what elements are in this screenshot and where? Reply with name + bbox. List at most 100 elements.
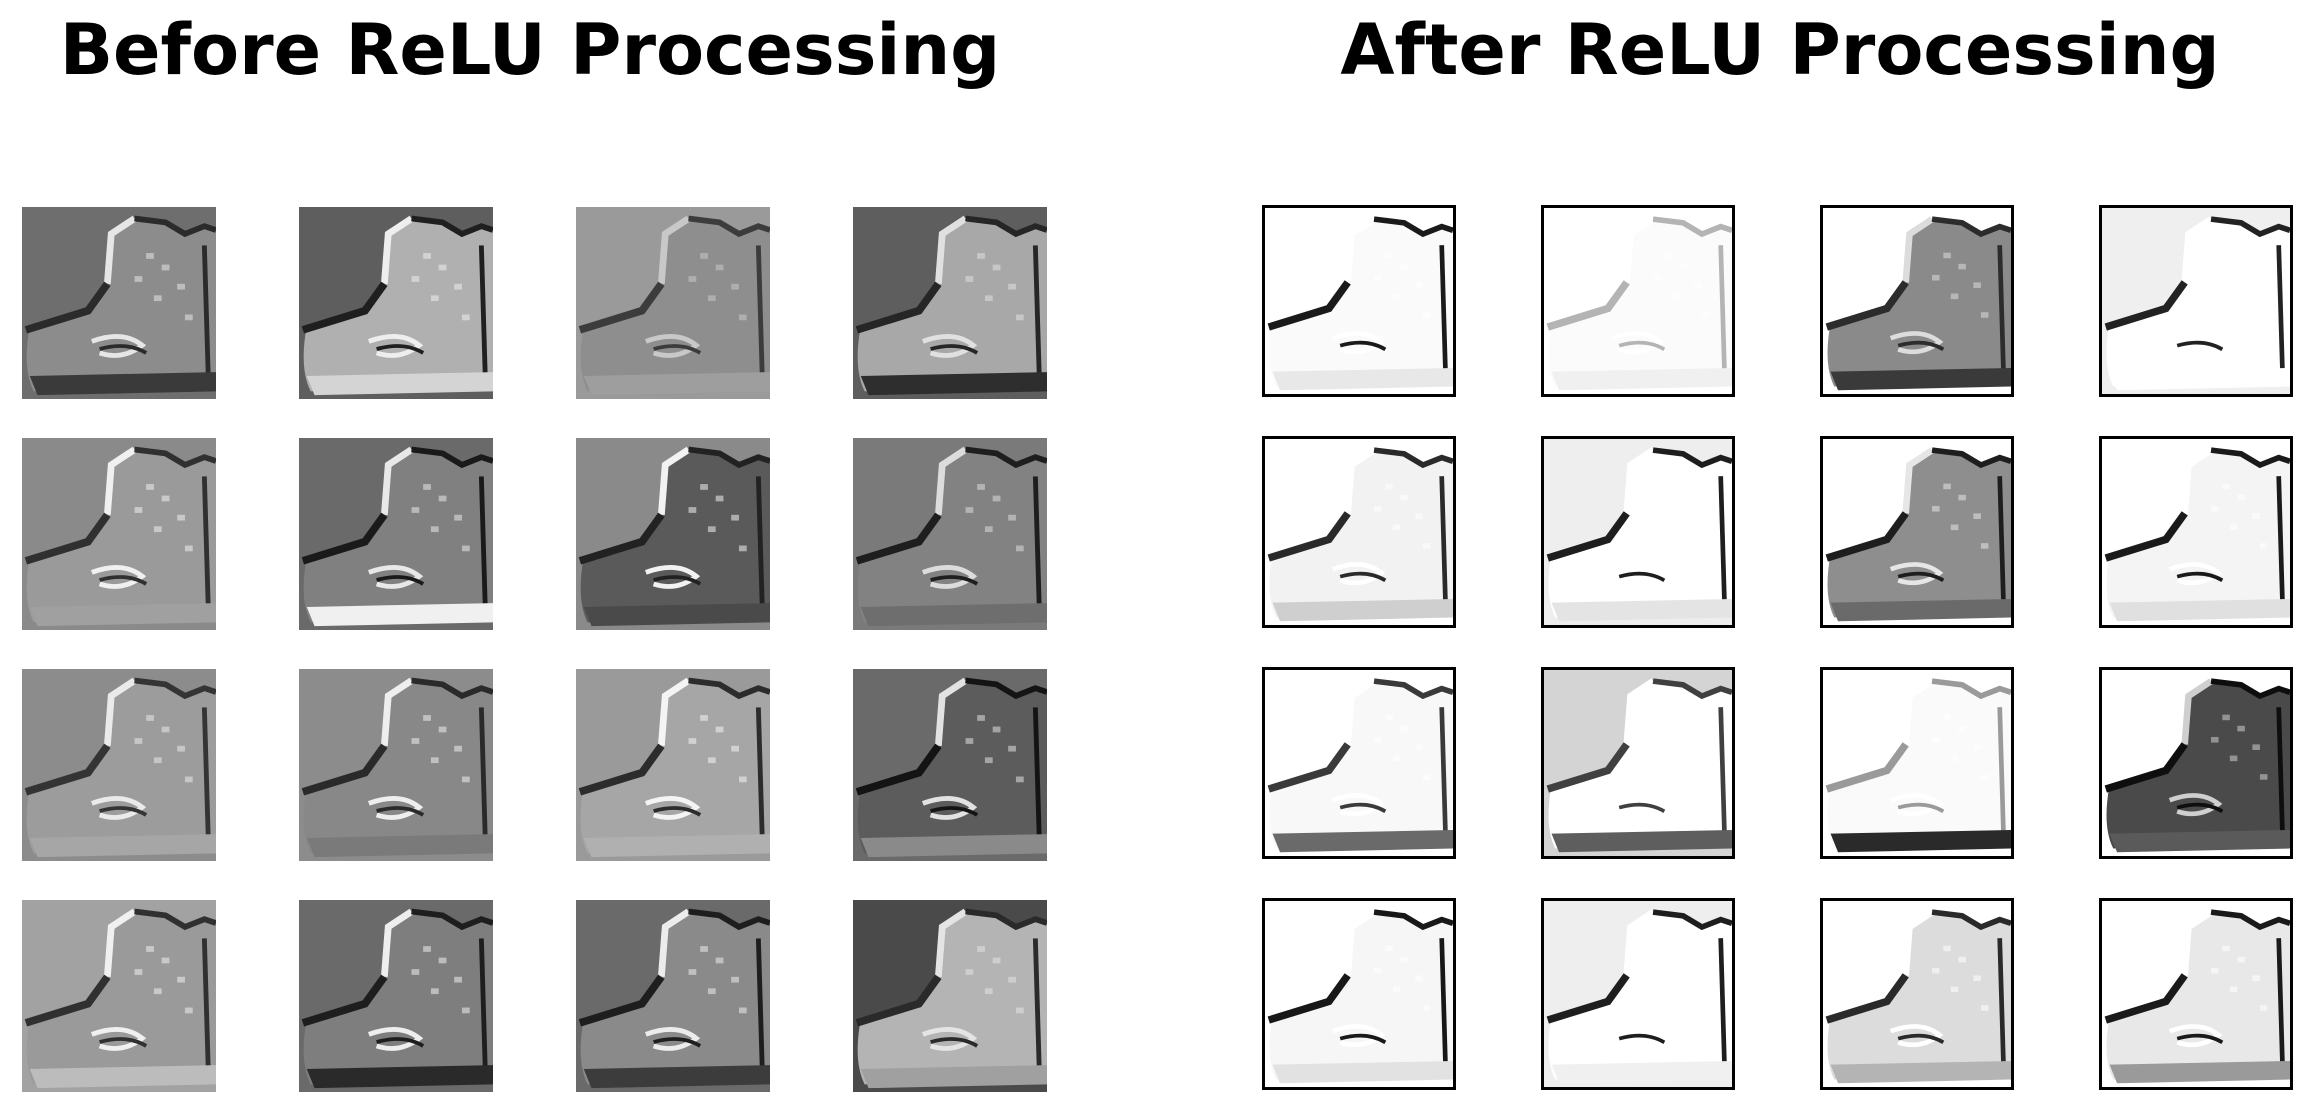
- boot-body-shape: [303, 218, 493, 392]
- shaft-edge-light: [2181, 447, 2213, 514]
- boot-body-shape: [1827, 681, 2011, 849]
- texture-pixel: [1958, 263, 1966, 270]
- texture-pixel: [1932, 505, 1940, 512]
- boot-feature-map-image: [299, 900, 493, 1092]
- strap-shadow: [653, 344, 702, 355]
- heel-edge: [1997, 476, 2006, 603]
- instep-edge-dark: [2104, 742, 2188, 793]
- texture-pixel: [411, 507, 420, 513]
- texture-pixel: [1008, 745, 1016, 752]
- texture-pixel: [977, 253, 985, 259]
- strap-shadow: [1618, 802, 1666, 813]
- strap-shadow: [2176, 1033, 2224, 1044]
- after-relu-feature-map-r4-c2: [1541, 898, 1735, 1090]
- texture-pixel: [2259, 1005, 2268, 1011]
- sole-band: [306, 834, 493, 858]
- boot-body-shape: [1269, 681, 1453, 849]
- after-relu-feature-map-r3-c1: [1262, 667, 1456, 859]
- texture-pixel: [2259, 774, 2268, 780]
- boot-feature-map-image: [299, 207, 493, 399]
- boot-feature-map-image: [1823, 439, 2011, 625]
- collar-edge: [1931, 909, 2011, 931]
- shaft-edge-light: [1623, 909, 1655, 976]
- boot-body-shape: [303, 680, 493, 854]
- texture-pixel: [1932, 736, 1940, 743]
- texture-pixel: [177, 976, 185, 983]
- boot-feature-map-image: [1265, 670, 1453, 856]
- strap-shadow: [1897, 571, 1945, 582]
- shaft-edge-light: [2181, 678, 2213, 745]
- boot-feature-map-image: [22, 900, 216, 1092]
- sole-band: [860, 1065, 1047, 1089]
- texture-pixel: [2252, 975, 2260, 981]
- boot-body-shape: [857, 680, 1047, 854]
- texture-pixel: [731, 745, 739, 752]
- texture-pixel: [2252, 282, 2260, 288]
- texture-pixel: [177, 514, 185, 521]
- shaft-edge-light: [380, 215, 414, 285]
- strap-shadow: [2176, 802, 2224, 813]
- texture-pixel: [992, 264, 1001, 271]
- before-relu-feature-map-r3-c3: [576, 669, 770, 861]
- heel-edge: [1718, 707, 1727, 834]
- texture-pixel: [146, 715, 154, 721]
- before-relu-feature-map-r1-c1: [22, 207, 216, 399]
- texture-pixel: [430, 295, 439, 302]
- texture-pixel: [1653, 505, 1661, 512]
- texture-pixel: [977, 715, 985, 721]
- texture-pixel: [1392, 524, 1401, 531]
- shaft-edge-light: [657, 446, 691, 516]
- after-relu-feature-map-r4-c1: [1262, 898, 1456, 1090]
- sole-band: [1551, 367, 1732, 391]
- heel-edge: [1997, 245, 2006, 372]
- collar-edge: [1373, 678, 1453, 700]
- texture-pixel: [715, 495, 724, 502]
- texture-pixel: [1653, 736, 1661, 743]
- shaft-edge-light: [380, 908, 414, 978]
- strap-shadow: [99, 1037, 148, 1048]
- texture-pixel: [1653, 274, 1661, 281]
- texture-pixel: [1701, 1005, 1710, 1011]
- texture-pixel: [992, 957, 1001, 964]
- shaft-edge-light: [103, 446, 137, 516]
- texture-pixel: [1400, 494, 1408, 501]
- shaft-edge-light: [1344, 678, 1376, 745]
- texture-pixel: [700, 715, 708, 721]
- boot-body-shape: [580, 680, 770, 854]
- strap-shadow: [930, 344, 979, 355]
- boot-feature-map-image: [1823, 901, 2011, 1087]
- before-relu-feature-map-r4-c4: [853, 900, 1047, 1092]
- sole-band: [1272, 829, 1453, 853]
- sole-band: [2109, 367, 2290, 391]
- heel-edge: [1439, 245, 1448, 372]
- texture-pixel: [738, 314, 747, 321]
- boot-body-shape: [303, 449, 493, 623]
- texture-pixel: [153, 988, 162, 995]
- heel-edge: [2276, 707, 2285, 834]
- texture-pixel: [984, 988, 993, 995]
- texture-pixel: [1400, 263, 1408, 270]
- strap-shadow: [930, 806, 979, 817]
- instep-edge-dark: [855, 512, 942, 565]
- instep-edge-dark: [1267, 280, 1351, 331]
- heel-edge: [201, 245, 211, 377]
- texture-pixel: [965, 738, 974, 744]
- strap-shadow: [1618, 340, 1666, 351]
- texture-pixel: [1671, 524, 1680, 531]
- texture-pixel: [1950, 755, 1959, 762]
- texture-pixel: [2237, 956, 2245, 963]
- collar-edge: [1373, 909, 1453, 931]
- strap-detail: [644, 334, 701, 358]
- boot-feature-map-image: [1544, 670, 1732, 856]
- sole-band: [583, 372, 770, 396]
- heel-edge: [478, 245, 488, 377]
- heel-edge: [1032, 476, 1042, 608]
- before-relu-feature-map-r1-c3: [576, 207, 770, 399]
- boot-body-shape: [1269, 450, 1453, 618]
- texture-pixel: [1679, 956, 1687, 963]
- strap-shadow: [376, 806, 425, 817]
- texture-pixel: [1374, 967, 1382, 974]
- texture-pixel: [1973, 513, 1981, 519]
- texture-pixel: [1694, 975, 1702, 981]
- texture-pixel: [430, 757, 439, 764]
